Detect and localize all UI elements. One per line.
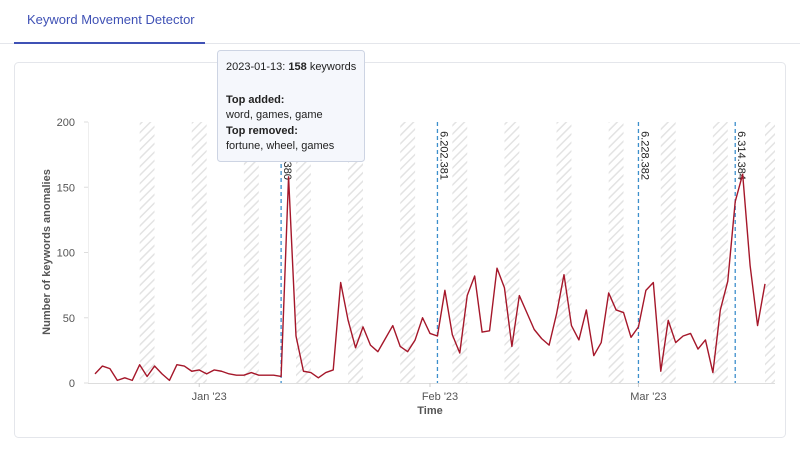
card — [14, 62, 786, 438]
tab-underline — [14, 42, 205, 44]
weekend-band — [608, 122, 624, 383]
tooltip-box — [217, 50, 365, 162]
y-tick-label: 150 — [57, 182, 75, 194]
tooltip-added-title: Top added: — [226, 94, 284, 106]
weekend-band — [348, 122, 363, 383]
weekend-band — [191, 122, 207, 383]
weekend-band — [243, 122, 259, 383]
weekend-band — [139, 122, 155, 383]
y-axis-label: Number of keywords anomalies — [41, 169, 53, 335]
tab-label[interactable]: Keyword Movement Detector — [27, 12, 195, 27]
y-tick-label: 100 — [57, 248, 75, 260]
plot-area — [139, 122, 775, 383]
tooltip-date: 2023-01-13: — [226, 61, 285, 73]
series-line — [94, 173, 766, 382]
tooltip-added: word, games, game — [225, 109, 323, 121]
annotation-label: 6.314.384 — [735, 131, 747, 180]
y-tick-label: 200 — [57, 117, 75, 129]
weekend-band — [400, 122, 416, 383]
annotation-label: 380 — [281, 162, 293, 180]
weekend-band — [712, 122, 728, 383]
tooltip-removed-title: Top removed: — [226, 125, 298, 137]
annotation-label: 6.228.382 — [638, 131, 650, 180]
y-tick-label: 50 — [63, 313, 75, 325]
x-tick-label: Mar '23 — [630, 391, 666, 403]
x-axis-label: Time — [417, 405, 442, 417]
weekend-band — [765, 122, 775, 383]
x-tick-label: Feb '23 — [422, 391, 458, 403]
tooltip-removed: fortune, wheel, games — [226, 140, 335, 152]
weekend-band — [556, 122, 572, 383]
weekend-band — [452, 122, 468, 383]
tooltip-value: 158 — [288, 61, 306, 73]
plot: 0 50 100 150 200 Jan '23 Feb '23 Mar '23 380 6.20… — [57, 117, 775, 403]
weekend-band — [296, 122, 311, 383]
weekend-band — [660, 122, 676, 383]
x-tick-label: Jan '23 — [192, 391, 227, 403]
tooltip: 2023-01-13: 158 keywords Top added: word… — [217, 50, 365, 162]
annotation-label: 6.202.381 — [437, 131, 449, 180]
tooltip-heading: 2023-01-13: 158 keywords — [226, 61, 357, 73]
tooltip-unit: keywords — [310, 61, 357, 73]
y-tick-label: 0 — [69, 378, 75, 390]
